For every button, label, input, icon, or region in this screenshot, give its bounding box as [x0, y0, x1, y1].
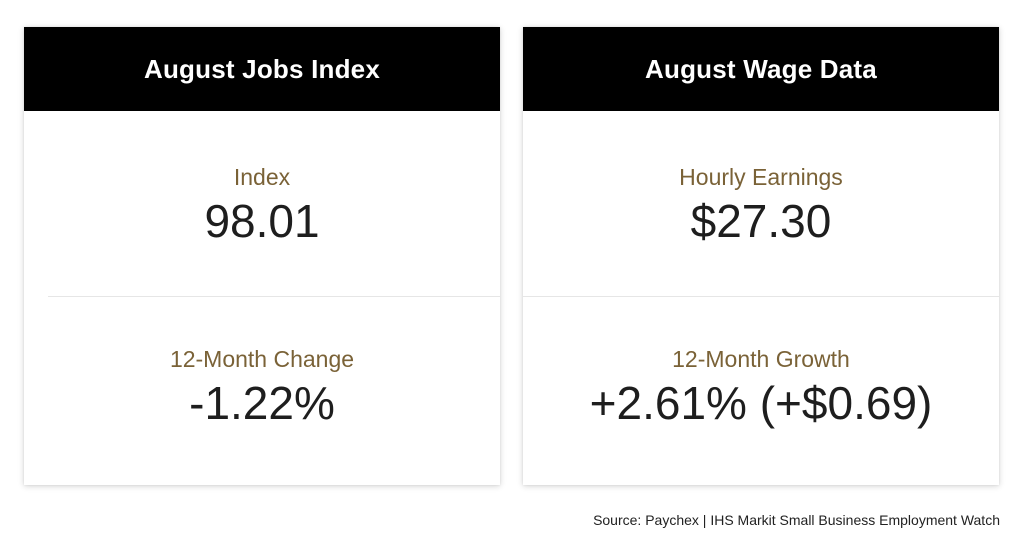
twelve-month-growth-value: +2.61% (+$0.69): [589, 377, 933, 429]
source-note: Source: Paychex | IHS Markit Small Busin…: [593, 512, 1000, 528]
twelve-month-change-value: -1.22%: [189, 377, 335, 429]
hourly-earnings-label: Hourly Earnings: [679, 164, 843, 190]
hourly-earnings-stat: Hourly Earnings $27.30: [523, 163, 999, 249]
twelve-month-change-stat: 12-Month Change -1.22%: [24, 345, 500, 431]
wage-data-card: August Wage Data Hourly Earnings $27.30 …: [523, 27, 999, 485]
wage-data-title: August Wage Data: [645, 53, 877, 84]
jobs-index-title: August Jobs Index: [144, 53, 380, 84]
jobs-index-card: August Jobs Index Index 98.01 12-Month C…: [24, 27, 500, 485]
jobs-card-divider: [48, 296, 500, 297]
wage-data-header: August Wage Data: [523, 27, 999, 111]
index-value: 98.01: [204, 195, 320, 247]
index-stat: Index 98.01: [24, 163, 500, 249]
twelve-month-growth-stat: 12-Month Growth +2.61% (+$0.69): [523, 345, 999, 431]
twelve-month-growth-label: 12-Month Growth: [672, 346, 850, 372]
index-label: Index: [233, 164, 291, 190]
hourly-earnings-value: $27.30: [690, 195, 832, 247]
wage-card-divider: [523, 296, 999, 297]
jobs-index-header: August Jobs Index: [24, 27, 500, 111]
twelve-month-change-label: 12-Month Change: [169, 346, 355, 372]
